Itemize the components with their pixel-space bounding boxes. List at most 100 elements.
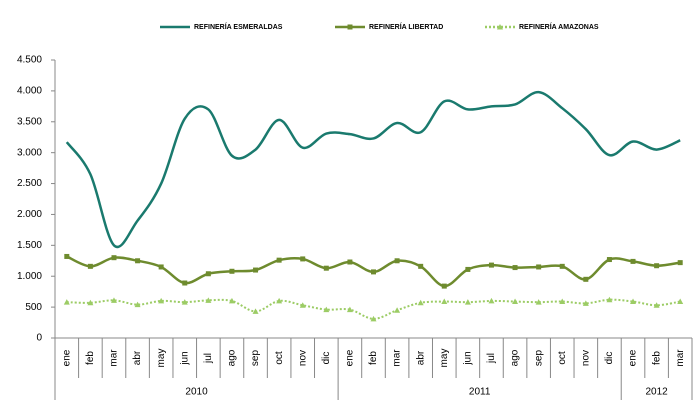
marker: [606, 296, 613, 303]
x-tick-label: oct: [557, 351, 568, 365]
marker: [87, 263, 93, 269]
marker: [394, 258, 400, 264]
marker: [346, 306, 353, 313]
x-tick-label: jul: [203, 353, 214, 364]
marker: [418, 263, 424, 269]
x-tick-label: ago: [227, 349, 238, 366]
marker: [63, 299, 70, 305]
group-label: 2010: [185, 387, 208, 398]
x-tick-label: mar: [109, 349, 120, 367]
marker: [488, 297, 495, 304]
x-tick-label: jul: [486, 353, 497, 364]
y-tick-label: 2.000: [17, 209, 42, 220]
marker: [417, 299, 424, 306]
x-tick-label: sep: [533, 350, 544, 367]
marker: [464, 299, 471, 305]
legend-label: REFINERÍA LIBERTAD: [369, 22, 443, 31]
legend-label: REFINERÍA AMAZONAS: [519, 22, 599, 31]
marker: [606, 257, 612, 263]
marker: [252, 308, 259, 314]
marker: [488, 262, 494, 268]
marker: [228, 297, 235, 304]
x-tick-label: ene: [345, 349, 356, 366]
y-tick-label: 3.500: [17, 116, 42, 127]
marker: [158, 297, 165, 304]
x-tick-label: dic: [604, 352, 615, 365]
legend-label: REFINERÍA ESMERALDAS: [194, 22, 283, 31]
marker: [111, 255, 117, 261]
marker: [205, 271, 211, 277]
marker: [536, 264, 542, 270]
group-label: 2011: [469, 387, 491, 398]
x-tick-label: jun: [179, 351, 190, 365]
marker: [229, 268, 235, 274]
x-tick-label: jun: [463, 351, 474, 365]
marker: [300, 256, 306, 262]
x-tick-label: ene: [61, 349, 72, 366]
x-tick-label: feb: [651, 351, 662, 365]
group-label: 2012: [645, 387, 668, 398]
x-tick-label: oct: [274, 351, 285, 365]
x-tick-label: may: [439, 349, 450, 368]
marker: [677, 260, 683, 266]
marker: [253, 267, 259, 273]
marker: [441, 283, 447, 289]
marker: [158, 264, 164, 270]
marker: [299, 302, 306, 308]
marker: [512, 265, 518, 271]
marker: [181, 299, 188, 305]
x-tick-label: ene: [628, 349, 639, 366]
y-tick-label: 0: [36, 333, 42, 344]
x-tick-label: feb: [85, 351, 96, 365]
y-tick-label: 4.500: [17, 55, 42, 66]
marker: [87, 299, 94, 306]
marker: [677, 298, 684, 305]
y-tick-label: 1.500: [17, 240, 42, 251]
marker: [559, 263, 565, 269]
series-line: [65, 90, 681, 249]
marker: [582, 300, 589, 306]
marker: [583, 276, 589, 282]
marker: [630, 258, 636, 264]
x-tick-label: sep: [250, 350, 261, 367]
x-tick-label: feb: [368, 351, 379, 365]
marker: [134, 301, 141, 308]
marker: [347, 259, 353, 265]
marker: [276, 257, 282, 263]
marker: [182, 280, 188, 286]
x-tick-label: dic: [321, 352, 332, 365]
y-tick-label: 3.000: [17, 147, 42, 158]
x-tick-label: ago: [510, 349, 521, 366]
y-tick-label: 1.000: [17, 271, 42, 282]
marker: [371, 269, 376, 275]
x-tick-label: mar: [392, 349, 403, 367]
x-tick-label: abr: [415, 350, 426, 365]
x-tick-label: may: [156, 349, 167, 368]
marker: [323, 306, 330, 313]
marker: [276, 297, 283, 304]
marker: [512, 298, 519, 305]
y-tick-label: 500: [25, 302, 42, 313]
marker: [653, 302, 660, 308]
x-tick-label: mar: [675, 349, 686, 367]
marker: [394, 307, 401, 313]
y-tick-label: 4.000: [17, 86, 42, 97]
x-tick-label: abr: [132, 350, 143, 365]
marker: [205, 297, 212, 303]
marker: [465, 266, 471, 272]
marker: [630, 298, 637, 305]
x-tick-label: nov: [297, 350, 308, 366]
marker: [441, 298, 448, 305]
marker: [347, 24, 353, 30]
marker: [110, 297, 117, 303]
x-tick-label: nov: [580, 350, 591, 366]
marker: [654, 263, 660, 269]
y-tick-label: 2.500: [17, 178, 42, 189]
marker: [535, 299, 542, 305]
marker: [497, 24, 503, 30]
marker: [323, 265, 329, 271]
marker: [370, 315, 377, 322]
marker: [559, 298, 566, 305]
marker: [135, 258, 141, 264]
